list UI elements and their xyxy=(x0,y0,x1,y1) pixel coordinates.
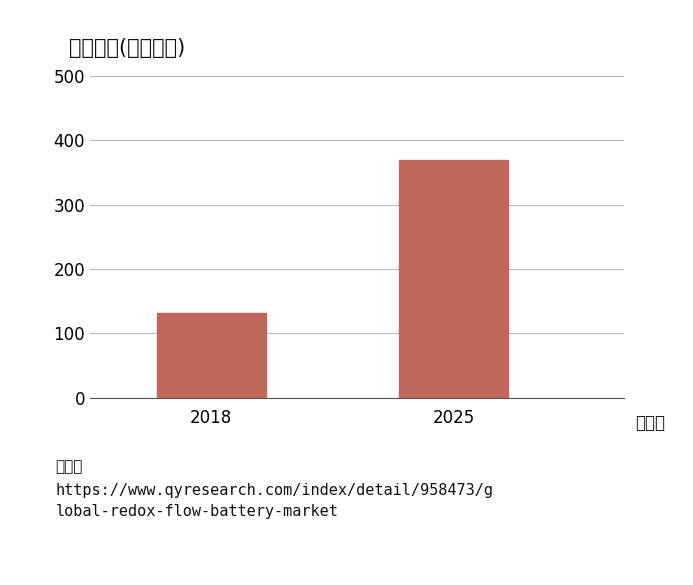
Bar xyxy=(399,160,509,398)
Text: 出典：: 出典： xyxy=(55,459,83,474)
Text: 市場規模(百万ドル): 市場規模(百万ドル) xyxy=(69,38,186,58)
Text: https://www.qyresearch.com/index/detail/958473/g: https://www.qyresearch.com/index/detail/… xyxy=(55,483,493,498)
Text: lobal-redox-flow-battery-market: lobal-redox-flow-battery-market xyxy=(55,504,338,519)
Text: （年）: （年） xyxy=(635,414,665,432)
Bar xyxy=(157,313,266,398)
